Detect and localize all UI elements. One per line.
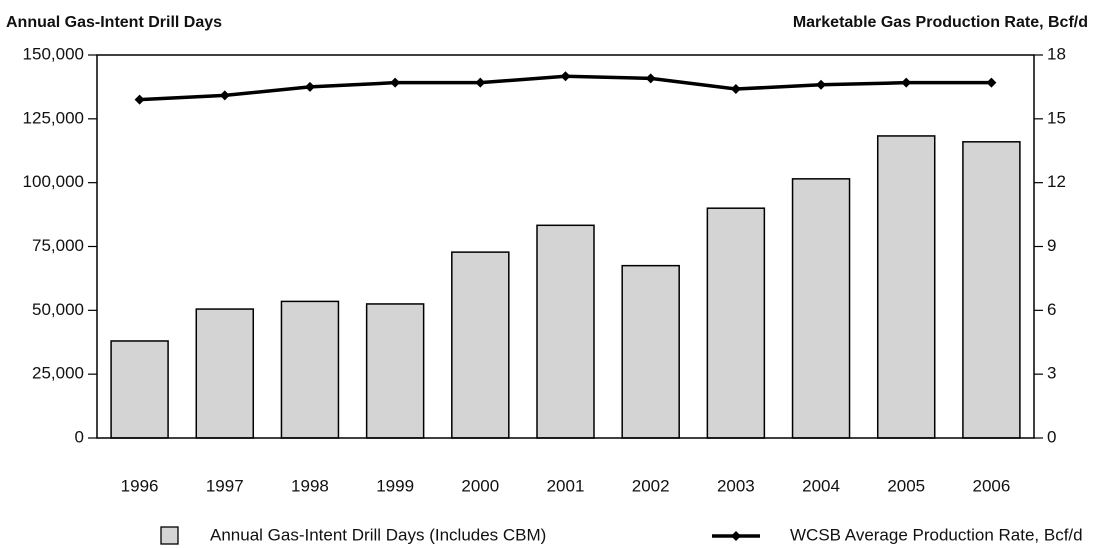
line-marker [645,73,656,84]
y2-tick-label: 18 [1047,44,1066,63]
y2-axis-title: Marketable Gas Production Rate, Bcf/d [793,14,1088,31]
bar [110,340,169,439]
legend-label: WCSB Average Production Rate, Bcf/d [790,525,1083,544]
x-tick-label: 2000 [461,476,499,495]
y-tick-label: 125,000 [23,108,84,127]
y-tick-label: 0 [75,427,84,446]
y2-tick-label: 3 [1047,364,1056,383]
line-marker [304,81,315,92]
bar [791,178,851,439]
x-tick-label: 2003 [717,476,755,495]
bar [195,308,255,439]
legend-swatch [160,526,179,545]
x-tick-label: 1996 [121,476,159,495]
y2-tick-label: 12 [1047,172,1066,191]
line-marker [390,77,401,88]
line-marker [901,77,912,88]
bar [876,135,936,439]
bar [365,303,425,439]
y2-tick-label: 15 [1047,108,1066,127]
x-tick-label: 1999 [376,476,414,495]
line-marker [219,90,230,101]
x-tick-label: 2006 [972,476,1010,495]
y2-tick-label: 0 [1047,427,1056,446]
bar [621,264,680,439]
bar [280,300,340,439]
x-tick-label: 1997 [206,476,244,495]
line-marker [730,84,741,95]
line-marker [560,71,571,82]
y-axis-title: Annual Gas-Intent Drill Days [6,14,222,31]
x-tick-label: 2005 [887,476,925,495]
x-tick-label: 2001 [547,476,585,495]
x-tick-label: 1998 [291,476,329,495]
bar [706,207,766,439]
y-tick-label: 50,000 [32,300,84,319]
plot-frame [96,54,1035,439]
legend-label: Annual Gas-Intent Drill Days (Includes C… [210,525,546,544]
y2-tick-label: 9 [1047,236,1056,255]
bar [962,141,1021,439]
y-tick-label: 75,000 [32,236,84,255]
y-tick-label: 150,000 [23,44,84,63]
y2-tick-label: 6 [1047,300,1056,319]
line-marker [986,77,997,88]
line-marker [134,94,145,105]
x-tick-label: 2004 [802,476,840,495]
y-tick-label: 25,000 [32,364,84,383]
x-tick-label: 2002 [632,476,670,495]
bar [536,224,595,439]
legend-marker [731,531,741,541]
line-marker [475,77,486,88]
bar [451,251,510,439]
y-tick-label: 100,000 [23,172,84,191]
line-marker [816,79,827,90]
